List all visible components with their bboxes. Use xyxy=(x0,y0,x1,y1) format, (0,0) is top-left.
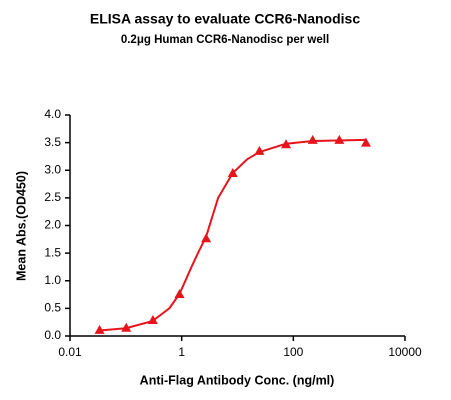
x-tick-label: 100 xyxy=(283,345,303,359)
data-point xyxy=(227,168,238,178)
data-point xyxy=(254,145,265,155)
data-point xyxy=(281,139,292,149)
data-point xyxy=(360,137,371,147)
data-point xyxy=(334,134,345,144)
y-tick-label: 3.0 xyxy=(44,162,61,176)
data-point xyxy=(94,324,105,334)
y-tick-label: 0.0 xyxy=(44,328,61,342)
x-tick-label: 1 xyxy=(178,345,185,359)
y-tick-label: 3.5 xyxy=(44,135,61,149)
y-axis-label: Mean Abs.(OD450) xyxy=(14,171,28,281)
data-point xyxy=(307,134,318,144)
y-tick-label: 1.0 xyxy=(44,273,61,287)
data-point xyxy=(174,289,185,299)
x-axis-label: Anti-Flag Antibody Conc. (ng/ml) xyxy=(140,373,335,387)
x-tick-label: 10000 xyxy=(388,345,422,359)
y-tick-label: 2.5 xyxy=(44,190,61,204)
data-point xyxy=(201,233,212,243)
data-point xyxy=(121,322,132,332)
y-tick-label: 4.0 xyxy=(44,107,61,121)
chart-title: ELISA assay to evaluate CCR6-Nanodisc xyxy=(90,11,360,27)
y-tick-label: 2.0 xyxy=(44,218,61,232)
x-tick-label: 0.01 xyxy=(58,345,82,359)
y-tick-label: 1.5 xyxy=(44,245,61,259)
chart-subtitle: 0.2μg Human CCR6-Nanodisc per well xyxy=(121,34,329,46)
data-point xyxy=(147,314,158,324)
y-tick-label: 0.5 xyxy=(44,301,61,315)
